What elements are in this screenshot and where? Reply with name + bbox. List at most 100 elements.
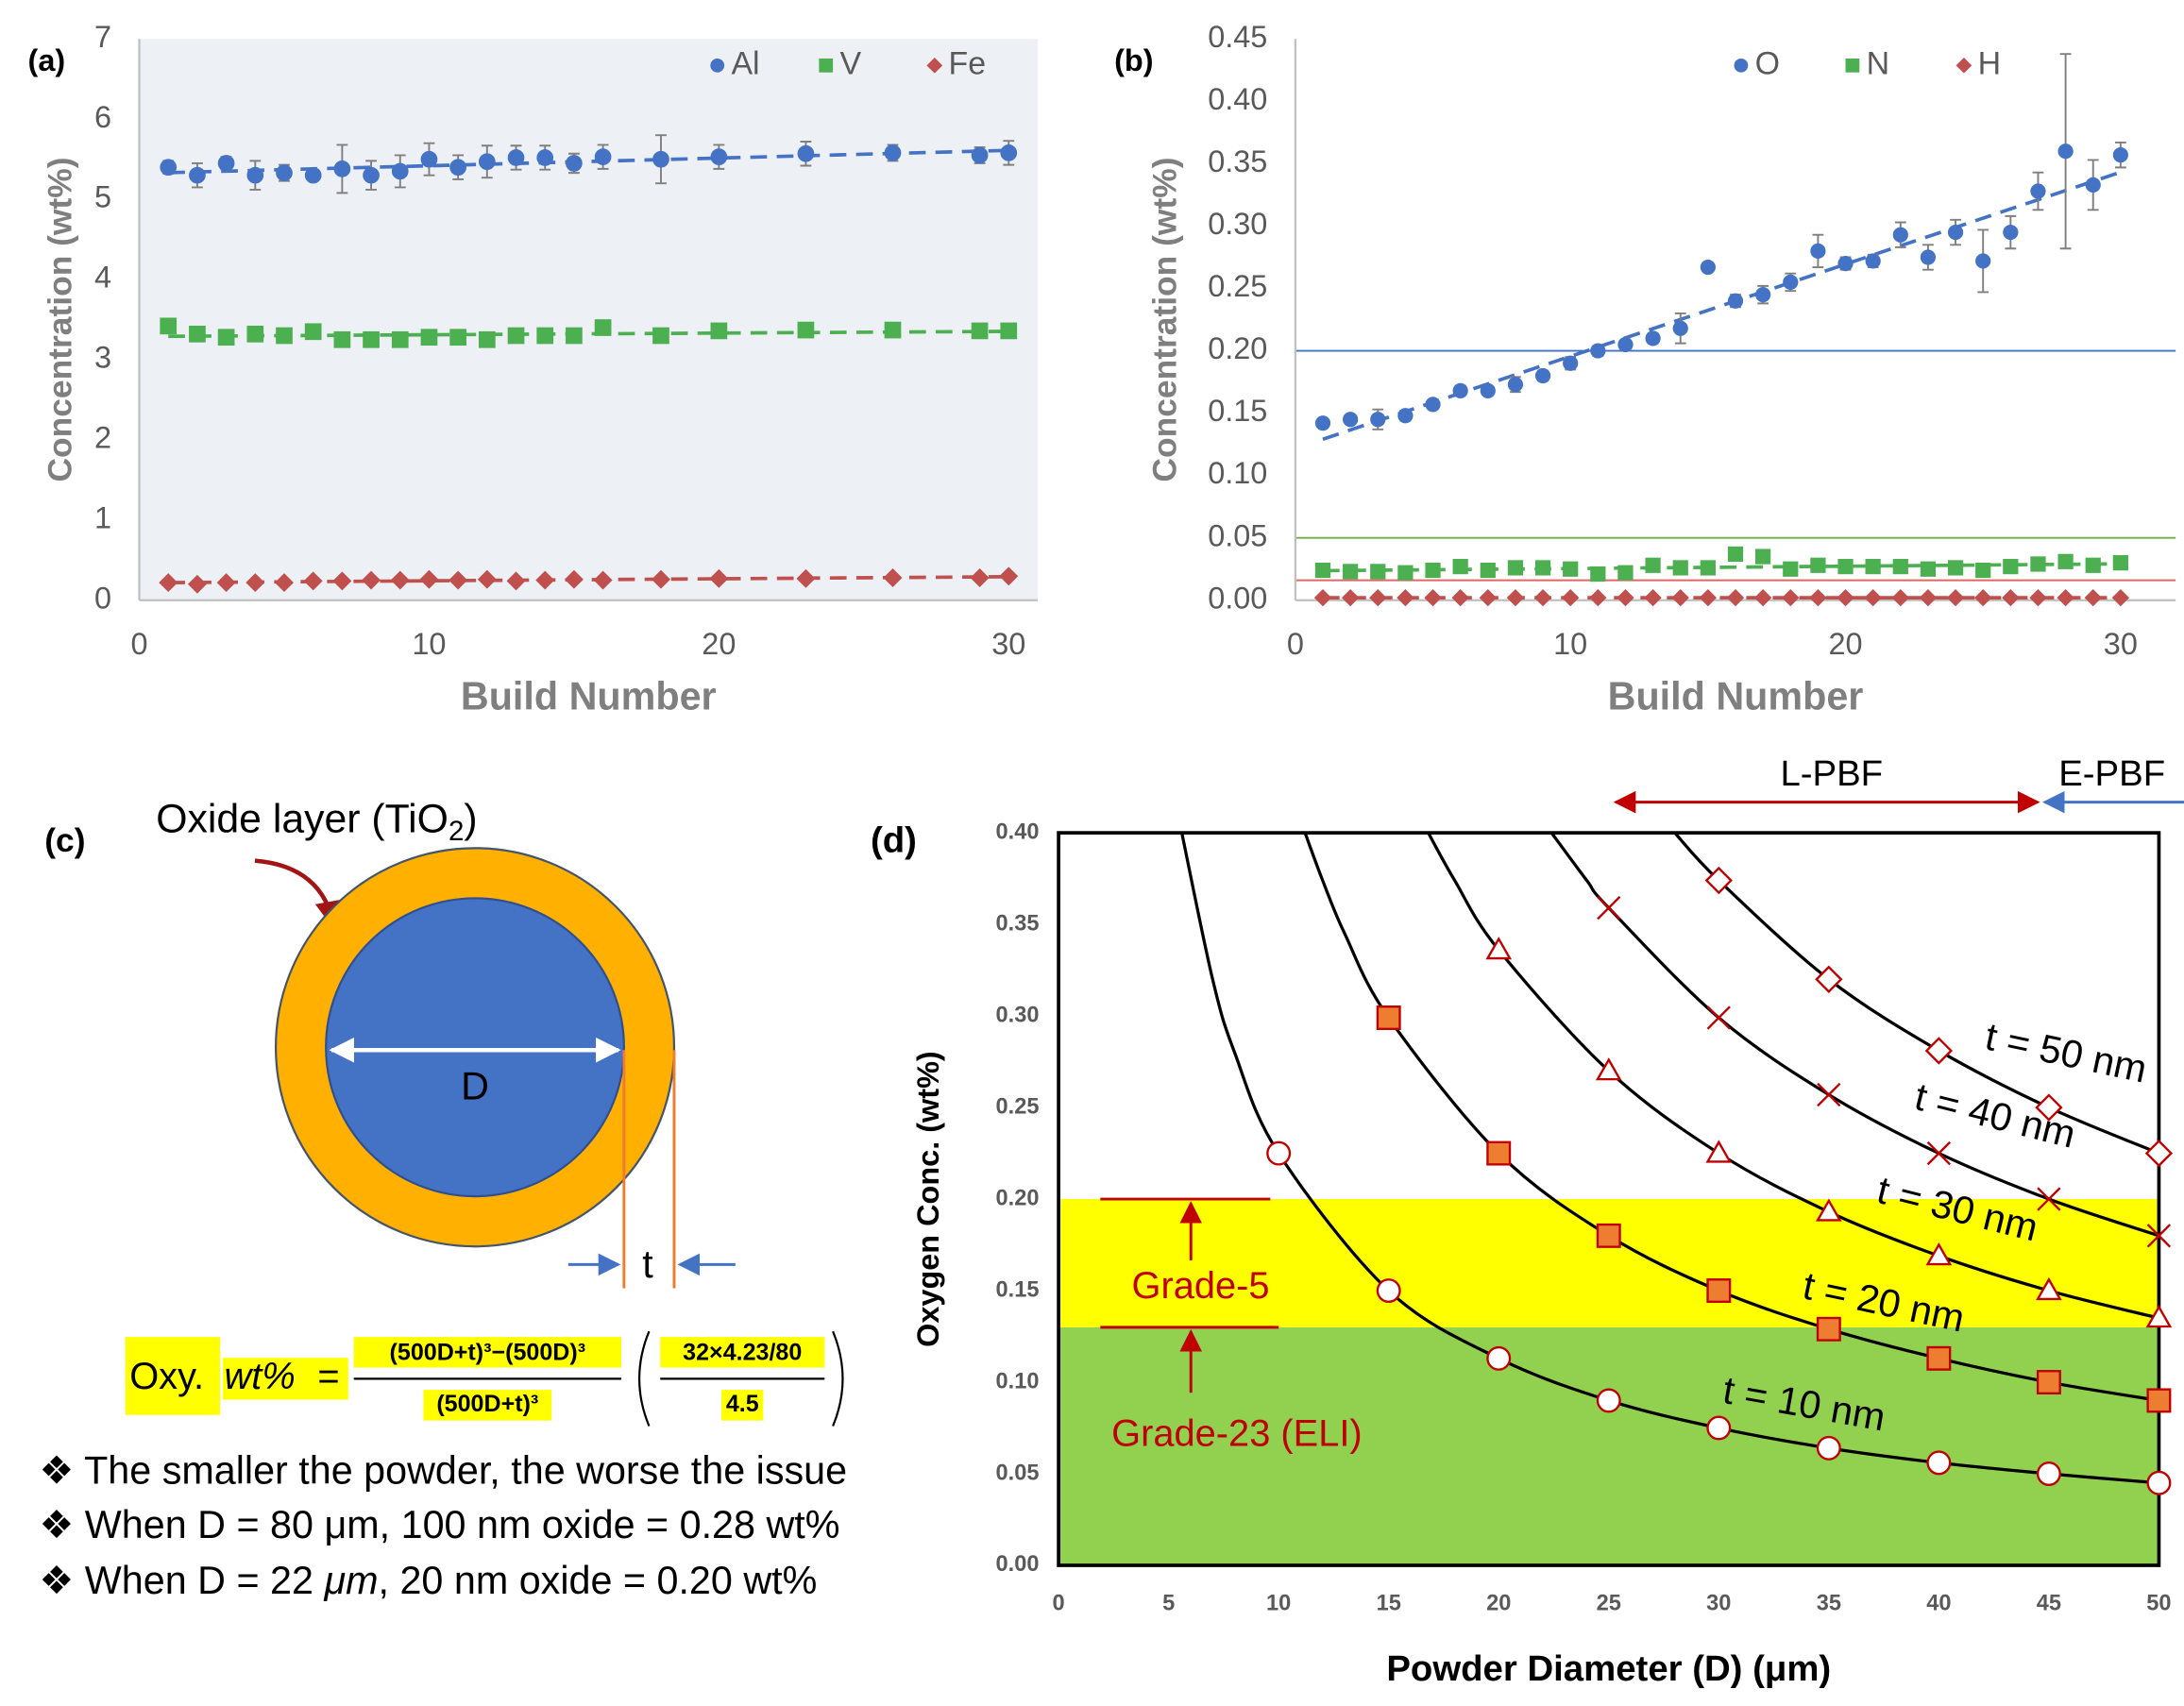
marker: [217, 155, 235, 172]
marker: [1595, 1057, 1622, 1081]
marker: [1755, 287, 1771, 303]
bullet-text: ❖ When D = 80 μm, 100 nm oxide = 0.28 wt…: [39, 1503, 839, 1546]
marker: [710, 148, 728, 165]
chart: 0.00 0.05 0.10 0.15 0.20 0.25 0.30 0.35 0.40 0 5 10…: [871, 753, 2184, 1689]
y-axis-label: Concentration (wt%): [1145, 158, 1183, 482]
marker: [883, 568, 903, 587]
y-tick-label: 0: [94, 581, 111, 615]
marker: [971, 322, 989, 340]
marker: [1562, 588, 1580, 607]
marker: [1397, 565, 1414, 581]
marker: [1864, 588, 1882, 607]
x-tick-label: 20: [1486, 1592, 1511, 1616]
plot-area: [139, 39, 1038, 600]
marker: [819, 58, 834, 73]
y-tick-label: 0.20: [996, 1186, 1040, 1210]
marker: [304, 323, 322, 341]
marker: [1486, 1140, 1512, 1166]
chart: 0 1 2 3 4 5 6 7 0 10 20 30 (a) Concentration (wt%) Bui…: [28, 20, 1038, 718]
chart: 0.00 0.05 0.10 0.15 0.20 0.25 0.30 0.35 0.40 0.45…: [1114, 20, 2176, 718]
legend-item: V: [819, 45, 862, 81]
legend-label: V: [840, 45, 862, 81]
marker: [363, 330, 380, 348]
marker: [276, 327, 293, 345]
marker: [2037, 1187, 2061, 1211]
marker: [1313, 588, 1332, 607]
marker: [1644, 588, 1662, 607]
marker: [1343, 412, 1359, 428]
marker: [2035, 1093, 2063, 1122]
marker: [276, 164, 293, 181]
marker: [2111, 588, 2130, 607]
marker: [1974, 588, 1992, 607]
marker: [2036, 1276, 2062, 1301]
bullet-text: ❖ The smaller the powder, the worse the …: [39, 1449, 847, 1493]
trendline: [1322, 170, 2122, 441]
marker: [1370, 412, 1386, 428]
formula-highlight: [721, 1390, 764, 1421]
oxide-label: Oxide layer (TiO2): [156, 797, 477, 847]
marker: [2146, 1470, 2172, 1495]
formula-var: wt%: [225, 1356, 296, 1397]
annotation: L-PBF: [1780, 753, 1883, 794]
marker: [1314, 562, 1331, 579]
marker: [1975, 253, 1991, 269]
marker: [1533, 588, 1552, 607]
x-tick-label: 10: [412, 627, 446, 661]
marker: [1590, 566, 1606, 583]
marker: [2029, 588, 2047, 607]
marker: [1727, 293, 1744, 309]
y-tick-label: 1: [94, 500, 111, 534]
marker: [710, 58, 725, 73]
marker: [1479, 588, 1497, 607]
marker: [2030, 556, 2046, 572]
x-tick-label: 50: [2146, 1592, 2171, 1616]
y-tick-label: 0.25: [996, 1094, 1040, 1119]
marker: [1451, 588, 1469, 607]
marker: [1672, 320, 1688, 336]
y-tick-label: 7: [94, 20, 111, 54]
y-tick-label: 0.25: [1208, 269, 1267, 303]
y-tick-label: 0.20: [1208, 331, 1267, 365]
plot-frame: [1057, 831, 2161, 1567]
marker: [1376, 1278, 1401, 1304]
marker: [1425, 397, 1441, 413]
y-tick-label: 6: [94, 100, 111, 134]
y-tick-label: 0.30: [996, 1003, 1040, 1027]
curve-label: t = 50 nm: [1982, 1015, 2151, 1091]
y-tick-label: 0.35: [996, 911, 1040, 936]
marker: [1926, 1450, 1952, 1476]
thickness-label: t: [642, 1242, 653, 1286]
marker: [1266, 1140, 1292, 1166]
annotation: E-PBF: [2058, 753, 2165, 794]
marker: [2036, 1370, 2061, 1395]
marker: [2085, 177, 2101, 193]
marker: [1755, 549, 1771, 565]
marker: [1816, 1316, 1841, 1342]
panel-label: (a): [28, 43, 66, 77]
y-tick-label: 0.45: [1208, 20, 1267, 54]
band: [1058, 1199, 2159, 1327]
powder-core: [325, 897, 625, 1198]
bullet-text: ❖ When D = 22: [39, 1559, 324, 1602]
y-tick-label: 0.10: [1208, 456, 1267, 490]
marker: [246, 166, 264, 184]
y-axis-label: Concentration (wt%): [42, 158, 79, 482]
marker: [391, 330, 409, 348]
marker: [2057, 144, 2074, 160]
x-tick-label: 10: [1266, 1592, 1291, 1616]
marker: [2002, 588, 2020, 607]
marker: [275, 573, 294, 593]
paren: [832, 1330, 844, 1427]
diameter-label: D: [461, 1064, 489, 1107]
marker: [217, 329, 235, 346]
marker: [594, 148, 612, 165]
marker: [1727, 546, 1744, 563]
y-tick-label: 0.00: [1208, 581, 1267, 615]
formula-highlight: [223, 1358, 348, 1400]
marker: [245, 573, 265, 593]
marker: [1671, 588, 1689, 607]
marker: [160, 317, 178, 335]
marker: [709, 568, 729, 588]
oxide-label-sub: 2: [449, 816, 464, 847]
